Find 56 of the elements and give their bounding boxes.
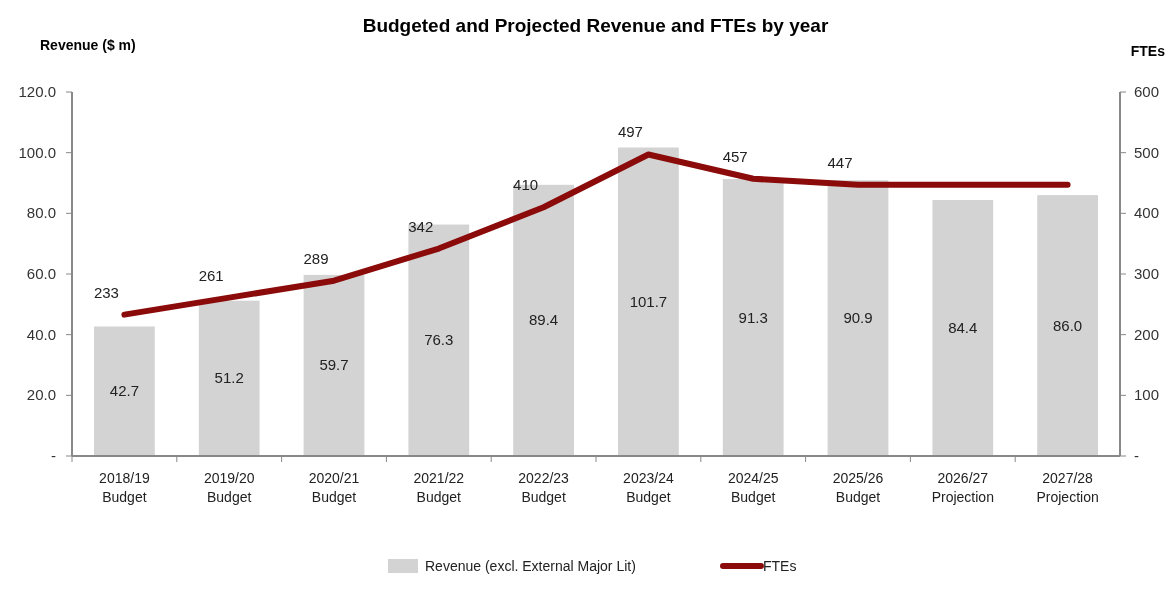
bar	[932, 199, 994, 456]
bar	[618, 147, 679, 456]
bar	[303, 274, 365, 456]
bar	[94, 326, 155, 456]
data-label: 410	[513, 176, 539, 194]
legend-label: Revenue (excl. External Major Lit)	[425, 558, 636, 574]
bar	[198, 300, 260, 456]
x-tick-label: 2022/23 Budget	[518, 470, 570, 505]
x-tick-label: 2026/27 Projection	[931, 470, 994, 505]
y2-tick-label: 600	[1134, 83, 1160, 100]
data-label: 90.9	[843, 309, 873, 327]
y2-tick-label: 500	[1134, 143, 1160, 161]
y-axis-title: Revenue ($ m)	[40, 37, 136, 53]
legend-label: FTEs	[763, 558, 797, 574]
y2-axis-title: FTEs	[1130, 43, 1166, 59]
data-label: 86.0	[1053, 316, 1083, 334]
data-label: 497	[617, 123, 643, 141]
data-label: 91.3	[738, 308, 768, 326]
data-label: 447	[827, 153, 853, 171]
bar	[827, 180, 889, 456]
y2-tick-label: 400	[1134, 204, 1160, 222]
y-tick-label: 20.0	[26, 386, 56, 404]
y2-tick-label: 100	[1134, 386, 1160, 404]
data-label: 289	[303, 249, 329, 267]
y2-tick-label: 300	[1134, 265, 1160, 282]
bar	[722, 179, 784, 456]
y-tick-label: 120.0	[18, 83, 56, 100]
data-label: 76.3	[424, 331, 454, 349]
chart-title: Budgeted and Projected Revenue and FTEs by year	[362, 15, 829, 36]
data-label: 457	[722, 147, 748, 165]
x-tick-label: 2023/24 Budget	[623, 470, 674, 505]
data-label: 84.4	[948, 318, 978, 336]
y-tick-label: 80.0	[26, 204, 56, 222]
data-label: 59.7	[319, 356, 349, 374]
y-tick-label: 100.0	[18, 143, 56, 161]
y2-tick-label: 200	[1134, 325, 1160, 343]
bar	[1037, 195, 1098, 456]
x-tick-label: 2018/19 Budget	[99, 470, 150, 505]
data-label: 261	[198, 266, 224, 284]
x-tick-label: 2021/22 Budget	[413, 470, 465, 505]
x-tick-label: 2027/28 Projection	[1036, 470, 1099, 505]
y-tick-label: 60.0	[26, 265, 56, 282]
data-label: 42.7	[109, 382, 139, 400]
data-label: 101.7	[629, 292, 668, 310]
y-tick-label: -	[51, 447, 56, 464]
x-tick-label: 2019/20 Budget	[203, 470, 255, 505]
y-tick-label: 40.0	[26, 325, 56, 343]
bar	[408, 224, 470, 456]
data-label: 51.2	[214, 369, 244, 387]
x-tick-label: 2020/21 Budget	[308, 470, 360, 505]
data-label: 89.4	[529, 311, 559, 329]
data-label: 233	[93, 283, 119, 301]
x-tick-label: 2025/26 Budget	[832, 470, 884, 505]
x-tick-label: 2024/25 Budget	[727, 470, 779, 505]
y2-tick-label: -	[1134, 447, 1139, 464]
data-label: 342	[408, 217, 434, 235]
